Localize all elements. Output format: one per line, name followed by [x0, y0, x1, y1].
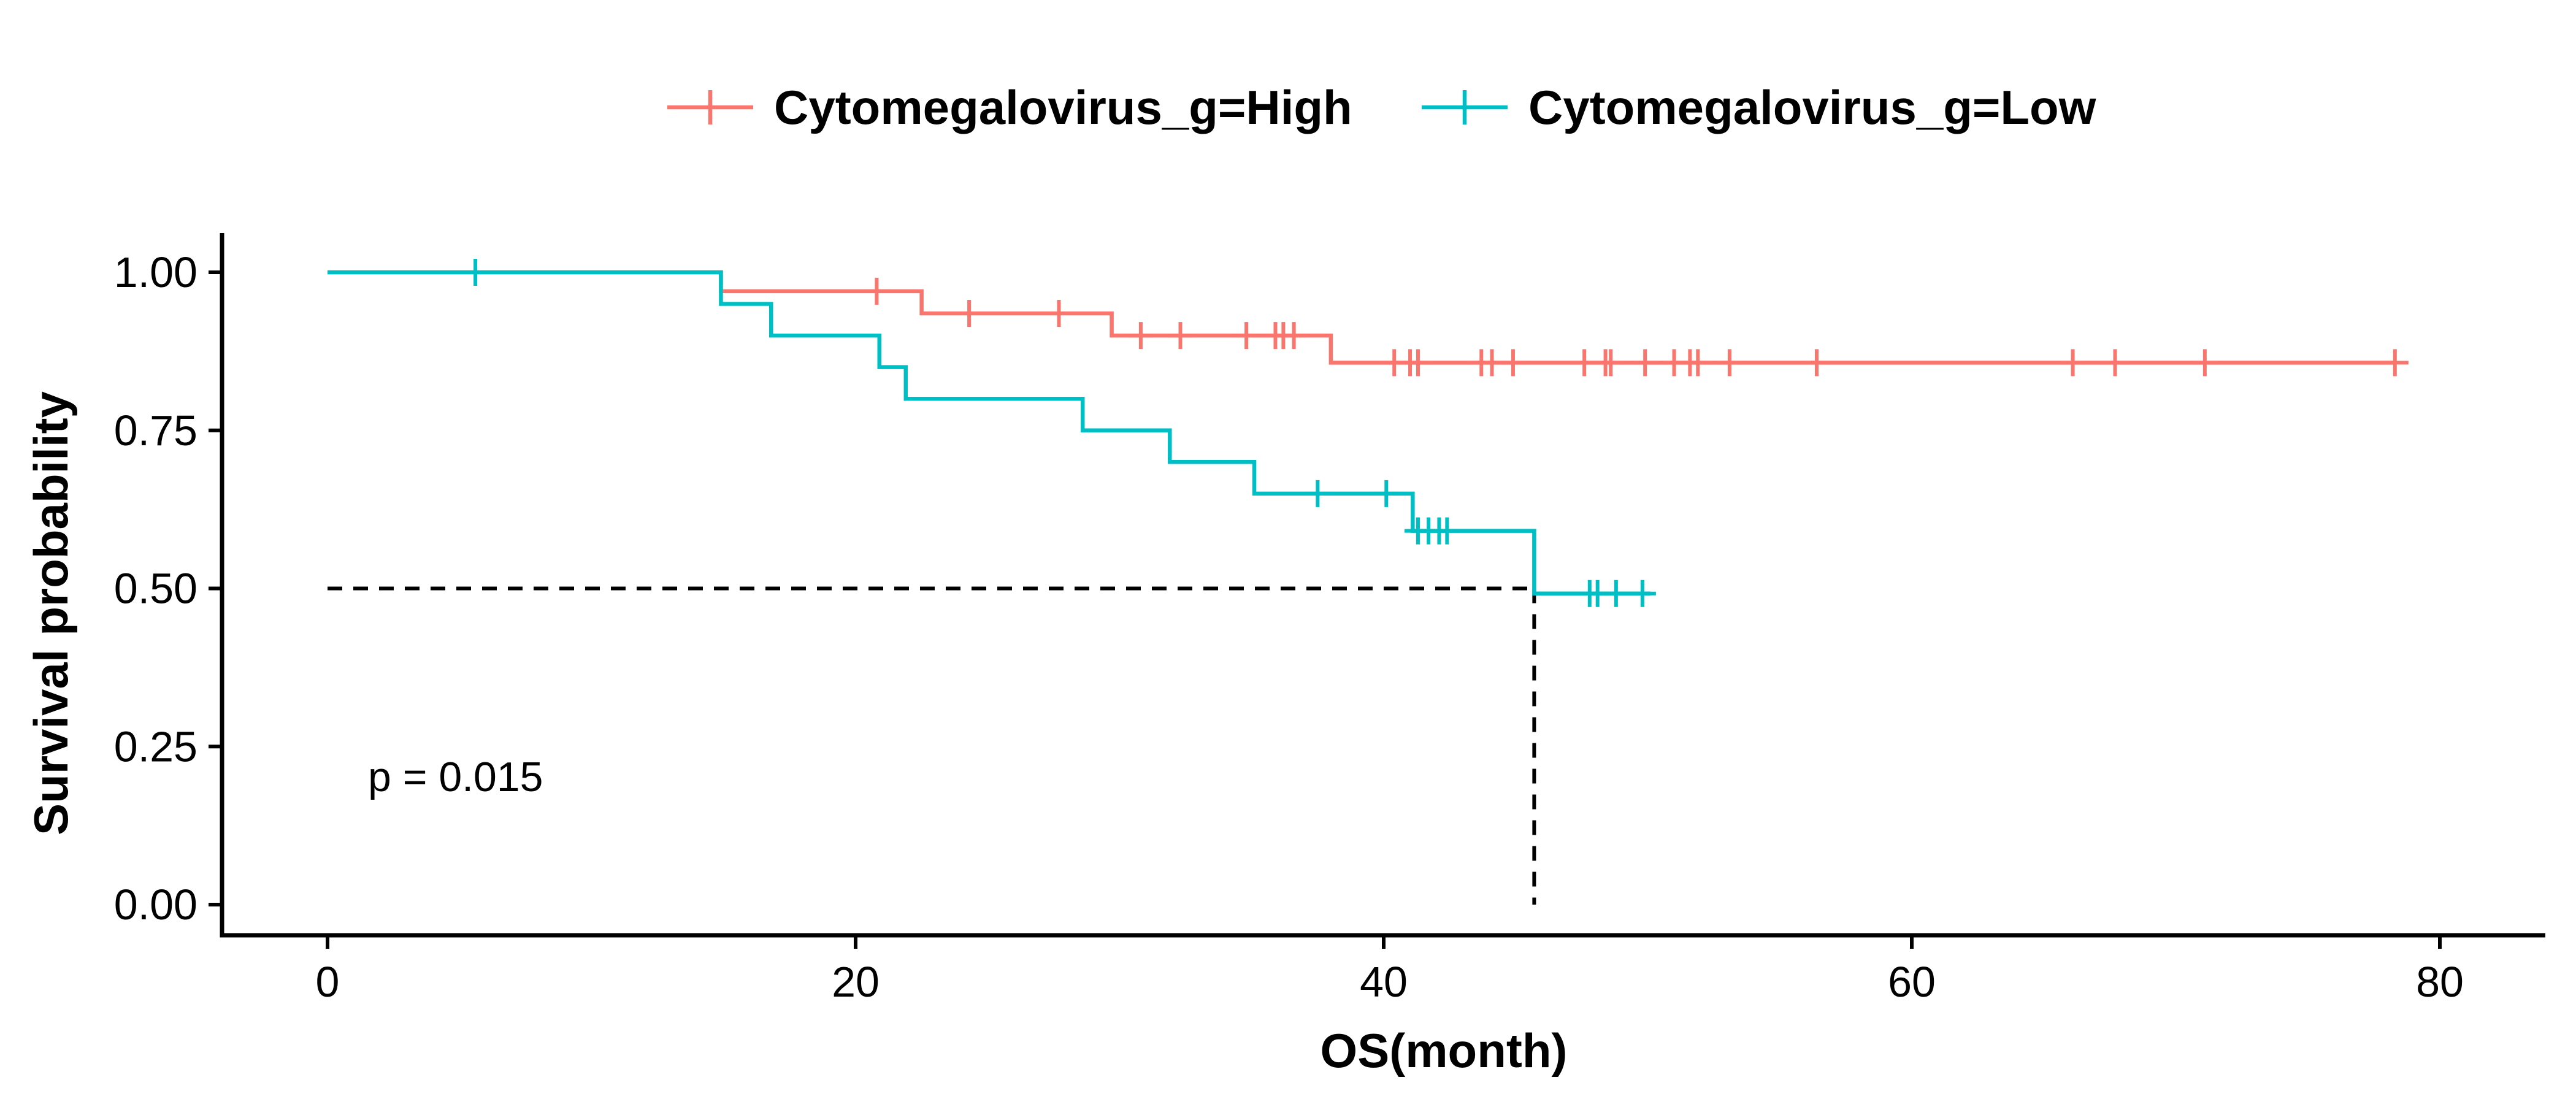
plot-area: [328, 259, 2409, 905]
y-tick-label: 0.25: [114, 722, 197, 770]
x-tick-label: 80: [2416, 958, 2464, 1006]
censor-mark-low: [1602, 580, 1630, 607]
x-tick-label: 60: [1888, 958, 1936, 1006]
legend-label-low: Cytomegalovirus_g=Low: [1528, 80, 2096, 134]
censor-mark-high: [1631, 349, 1659, 377]
y-tick-label: 0.00: [114, 881, 197, 929]
y-axis-label: Survival probability: [24, 391, 78, 835]
censor-mark-high: [1233, 322, 1260, 350]
censor-mark-low: [1433, 517, 1461, 545]
legend-label-high: Cytomegalovirus_g=High: [774, 80, 1352, 134]
censor-mark-high: [1404, 349, 1432, 377]
censor-mark-high: [1715, 349, 1743, 377]
axes: 0.00 0.25 0.50 0.75 1.00 0 20 40 60 80: [114, 233, 2545, 1006]
legend: Cytomegalovirus_g=High Cytomegalovirus_g=…: [667, 80, 2096, 134]
p-value-annotation: p = 0.015: [368, 754, 543, 800]
censor-mark-high: [1597, 349, 1625, 377]
censor-mark-high: [1499, 349, 1527, 377]
x-axis-label: OS(month): [1321, 1024, 1568, 1078]
censor-mark-high: [1167, 322, 1194, 350]
y-tick-label: 0.75: [114, 407, 197, 454]
censor-mark-high: [2059, 349, 2087, 377]
censor-mark-high: [863, 277, 891, 305]
censor-mark-low: [462, 259, 489, 286]
censor-mark-low: [1628, 580, 1656, 607]
censor-mark-low: [1304, 480, 1332, 507]
censor-mark-high: [1280, 322, 1308, 350]
y-tick-label: 1.00: [114, 248, 197, 296]
survival-curve-low: [328, 270, 1650, 596]
censor-mark-high: [956, 300, 983, 328]
x-tick-label: 0: [316, 958, 340, 1006]
survival-curve-high: [328, 270, 2395, 365]
censor-mark-low: [1373, 480, 1400, 507]
censor-mark-high: [1045, 300, 1073, 328]
censor-mark-high: [1684, 349, 1712, 377]
censor-mark-high: [1803, 349, 1831, 377]
x-tick-label: 20: [832, 958, 880, 1006]
censor-mark-high: [1127, 322, 1154, 350]
censor-mark-high: [2191, 349, 2218, 377]
y-tick-label: 0.50: [114, 565, 197, 613]
censor-mark-high: [2381, 349, 2409, 377]
censor-mark-high: [2101, 349, 2129, 377]
x-tick-label: 40: [1360, 958, 1408, 1006]
